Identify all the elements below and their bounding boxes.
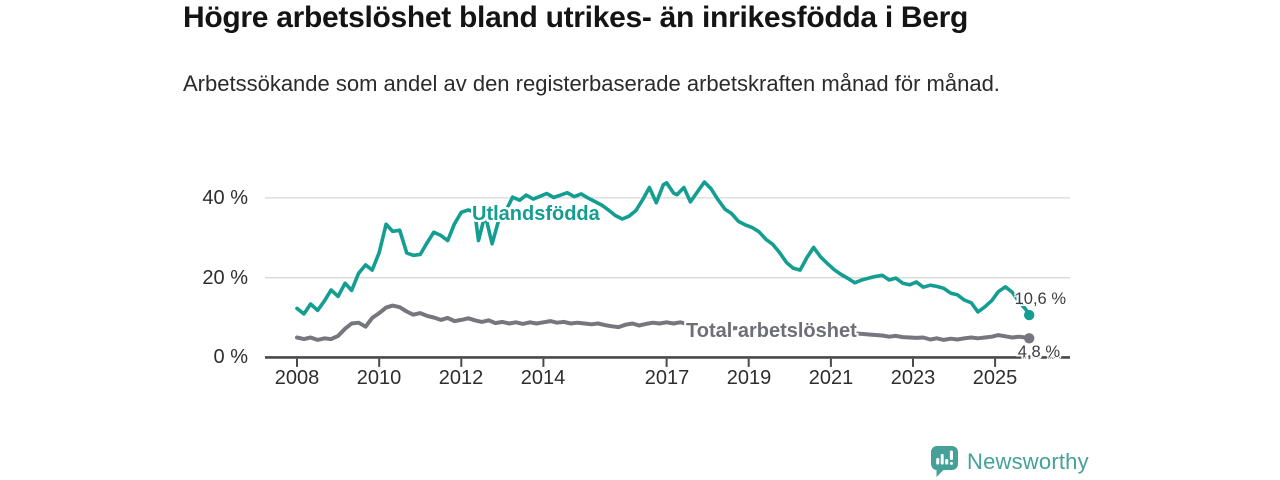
series-label-total-arbetsloshet: Total arbetslöshet [686, 320, 857, 342]
x-tick-label: 2021 [808, 367, 854, 389]
line-series-total [295, 303, 1032, 342]
page-title: Högre arbetslöshet bland utrikes- än inr… [183, 1, 969, 34]
x-tick-label: 2008 [274, 367, 320, 389]
bar-chart-speech-bubble-icon [931, 446, 958, 477]
end-dot-utlandsfodda [1023, 309, 1035, 321]
end-value-label-total: 4,8 % [1017, 343, 1060, 361]
x-tick-label: 2012 [438, 367, 484, 389]
page-subtitle: Arbetssökande som andel av den registerb… [183, 71, 1000, 96]
end-dot-total [1023, 333, 1035, 344]
x-tick-label: 2025 [972, 367, 1018, 389]
y-tick-label: 40 % [202, 187, 248, 209]
end-value-label-utlandsfodda: 10,6 % [1014, 290, 1066, 308]
x-tick-label: 2023 [890, 367, 936, 389]
x-tick-label: 2014 [520, 367, 566, 389]
x-tick-label: 2010 [356, 367, 402, 389]
line-series-utlandsfodda [295, 180, 1031, 317]
newsworthy-wordmark: Newsworthy [967, 448, 1089, 474]
x-tick-label: 2019 [726, 367, 772, 389]
series-label-utlandsfodda: Utlandsfödda [472, 203, 600, 225]
newsworthy-logo: Newsworthy [931, 446, 1089, 477]
y-tick-label: 0 % [213, 346, 248, 368]
y-tick-label: 20 % [202, 267, 248, 289]
x-tick-label: 2017 [644, 367, 690, 389]
